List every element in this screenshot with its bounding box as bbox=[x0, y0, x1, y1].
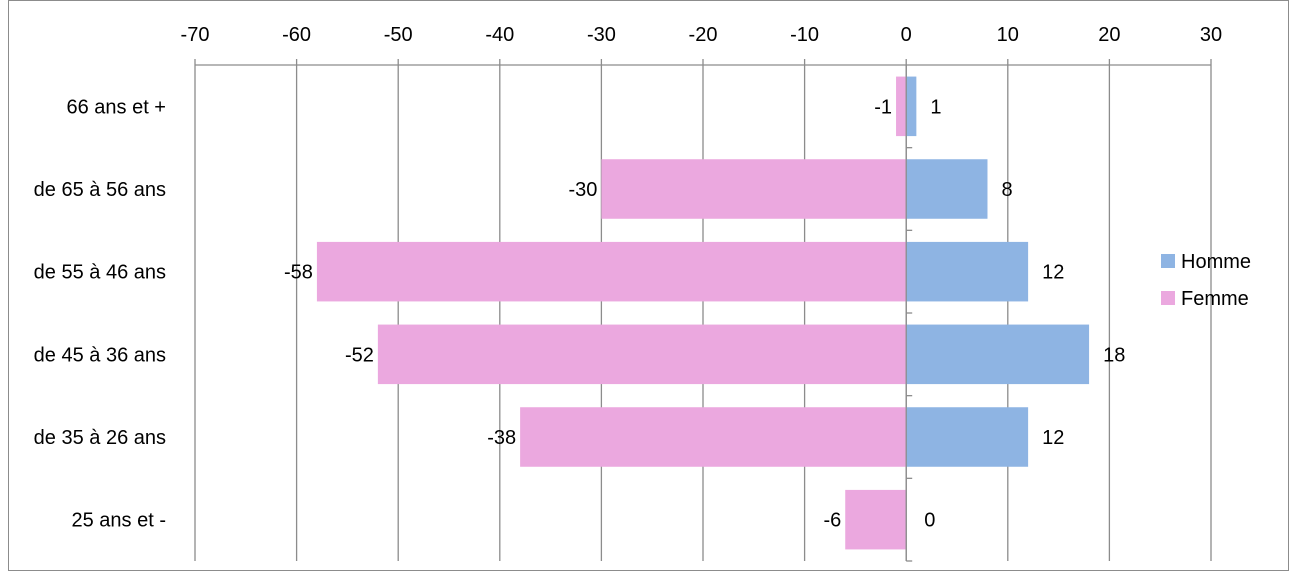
x-tick-label: 0 bbox=[901, 24, 912, 46]
x-tick-label: -30 bbox=[587, 24, 616, 46]
bars bbox=[316, 76, 1090, 550]
x-tick-label: 10 bbox=[997, 24, 1019, 46]
legend-label: Femme bbox=[1181, 288, 1249, 310]
data-label-femme: -38 bbox=[487, 427, 516, 449]
x-tick-label: -10 bbox=[790, 24, 819, 46]
data-label-homme: 0 bbox=[924, 510, 935, 532]
data-label-homme: 12 bbox=[1042, 262, 1064, 284]
data-label-femme: -1 bbox=[874, 96, 892, 118]
data-label-femme: -6 bbox=[823, 510, 841, 532]
x-tick-label: 20 bbox=[1098, 24, 1120, 46]
bar-femme bbox=[601, 159, 907, 219]
x-tick-label: -20 bbox=[689, 24, 718, 46]
bar-homme bbox=[906, 324, 1090, 385]
bar-femme bbox=[896, 76, 907, 137]
x-tick-label: -60 bbox=[282, 24, 311, 46]
bar-homme bbox=[906, 241, 1029, 302]
data-labels: -1 1 -30 8 -58 12 -52 18 -38 12 -6 0 bbox=[284, 96, 1125, 531]
bar-femme bbox=[316, 241, 907, 302]
data-label-homme: 12 bbox=[1042, 427, 1064, 449]
legend-swatch bbox=[1161, 291, 1175, 305]
category-label: de 35 à 26 ans bbox=[34, 427, 166, 449]
bar-femme bbox=[845, 489, 907, 550]
bar-femme bbox=[520, 407, 907, 467]
category-label: 66 ans et + bbox=[66, 96, 166, 118]
data-label-femme: -30 bbox=[568, 179, 597, 201]
legend-label: Homme bbox=[1181, 251, 1251, 273]
chart-frame: -70 -60 -50 -40 -30 -20 -10 0 10 20 30 66 ans et + d… bbox=[8, 0, 1289, 571]
data-label-homme: 1 bbox=[930, 96, 941, 118]
legend-swatch bbox=[1161, 254, 1175, 268]
bar-homme bbox=[906, 159, 988, 219]
gridlines bbox=[194, 65, 1212, 561]
x-tick-label: 30 bbox=[1200, 24, 1222, 46]
x-tick-label: -40 bbox=[485, 24, 514, 46]
data-label-femme: -58 bbox=[284, 262, 313, 284]
x-tick-label: -50 bbox=[384, 24, 413, 46]
x-tick-label: -70 bbox=[181, 24, 210, 46]
category-label: de 55 à 46 ans bbox=[34, 262, 166, 284]
data-label-homme: 18 bbox=[1103, 344, 1125, 366]
bar-homme bbox=[906, 76, 917, 137]
category-label: 25 ans et - bbox=[71, 510, 166, 532]
category-label: de 65 à 56 ans bbox=[34, 179, 166, 201]
bar-femme bbox=[377, 324, 907, 385]
data-label-homme: 8 bbox=[1001, 179, 1012, 201]
legend: Homme Femme bbox=[1161, 251, 1251, 310]
data-label-femme: -52 bbox=[345, 344, 374, 366]
category-label: de 45 à 36 ans bbox=[34, 344, 166, 366]
bar-homme bbox=[906, 407, 1029, 467]
